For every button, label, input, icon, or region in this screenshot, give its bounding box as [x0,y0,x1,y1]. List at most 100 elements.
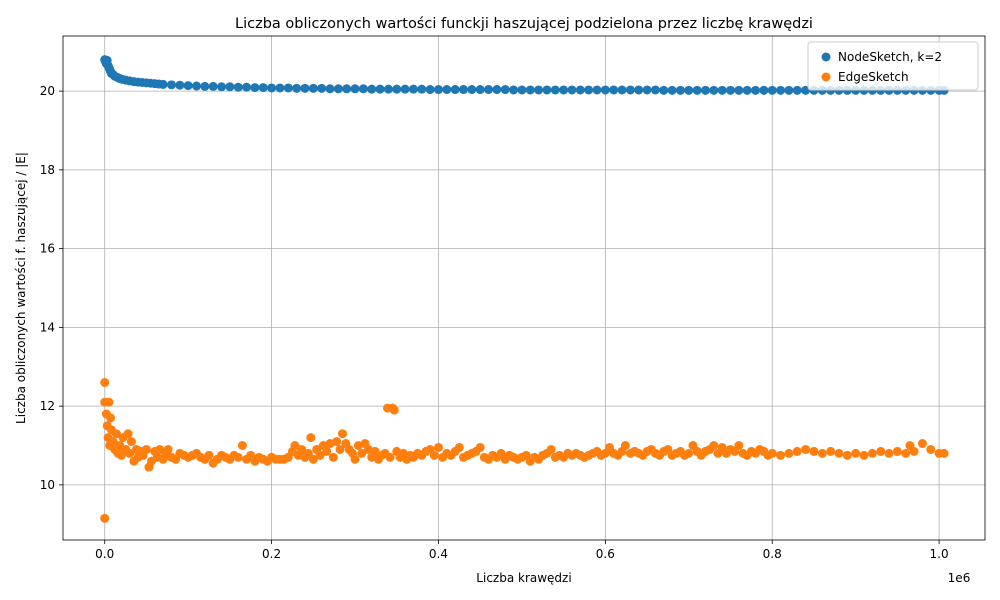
data-point [303,448,313,458]
data-point [297,444,307,454]
data-point [709,85,719,95]
data-point [759,85,769,95]
data-point [892,446,902,456]
data-point [692,85,702,95]
data-point [909,446,919,456]
data-point [335,444,345,454]
legend-label-edgesketch: EdgeSketch [838,70,909,84]
data-point [108,437,118,447]
legend-marker-nodesketch [821,52,831,62]
data-point [322,446,332,456]
data-point [450,85,460,95]
data-point [250,83,260,93]
data-point [175,80,185,90]
data-point [684,85,694,95]
x-axis-ticks: 0.0 0.2 0.4 0.6 0.8 1.0 [95,540,949,561]
x-tick-label: 0.0 [95,547,114,561]
legend-label-nodesketch: NodeSketch, k=2 [838,50,942,64]
data-point [442,85,452,95]
data-point [306,433,316,443]
data-point [308,454,318,464]
data-point [317,83,327,93]
data-point [433,85,443,95]
data-point [233,82,243,92]
data-point [620,441,630,450]
data-point [851,448,861,458]
data-point [300,83,310,93]
data-point [634,85,644,95]
data-point [509,85,519,95]
data-point [292,83,302,93]
data-point [290,441,300,450]
data-point [106,413,116,423]
data-point [625,85,635,95]
data-point [123,429,133,439]
data-point [809,446,819,456]
data-point [328,452,338,462]
data-point [433,442,443,452]
data-point [217,82,227,92]
data-point [609,85,619,95]
data-point [484,85,494,95]
data-point [375,84,385,94]
data-point [767,448,777,458]
data-point [742,85,752,95]
data-point [592,85,602,95]
data-point [550,85,560,95]
data-point [425,85,435,95]
data-point [492,85,502,95]
grid [63,36,985,540]
data-point [358,84,368,94]
data-point [200,81,210,91]
plot-frame [62,35,986,541]
data-point [901,448,911,458]
data-point [233,452,243,462]
legend-box [807,41,979,91]
data-point [517,85,527,95]
data-point [141,444,151,454]
data-point [667,85,677,95]
data-point [389,405,399,415]
data-point [917,439,927,449]
x-tick-label: 0.4 [429,547,448,561]
data-point [338,429,348,439]
data-point [204,450,214,460]
legend-marker-edgesketch [821,72,831,82]
data-point [104,397,114,407]
data-point [542,85,552,95]
data-point [734,85,744,95]
data-point [717,85,727,95]
data-point [100,378,110,387]
data-point [584,85,594,95]
data-point [734,441,744,450]
data-point [315,450,325,460]
data-point [225,82,235,92]
data-point [642,85,652,95]
data-point [650,85,660,95]
y-tick-label: 10 [40,478,55,492]
data-point [559,85,569,95]
data-point [546,444,556,454]
data-point [675,85,685,95]
y-tick-label: 14 [40,320,55,334]
data-point [325,84,335,94]
data-point [408,84,418,94]
data-point [125,448,135,458]
y-axis-label: Liczba obliczonych wartości f. haszujące… [14,152,28,424]
data-point [417,84,427,94]
data-point [350,84,360,94]
data-point [751,85,761,95]
series-1 [100,378,949,523]
data-point [700,85,710,95]
x-axis-label: Liczba krawędzi [476,571,571,585]
data-point [617,85,627,95]
data-point [500,85,510,95]
data-point [842,450,852,460]
data-point [367,84,377,94]
chart-title: Liczba obliczonych wartości funckji hasz… [235,16,813,32]
data-point [308,83,318,93]
data-point [333,84,343,94]
y-tick-label: 16 [40,242,55,256]
